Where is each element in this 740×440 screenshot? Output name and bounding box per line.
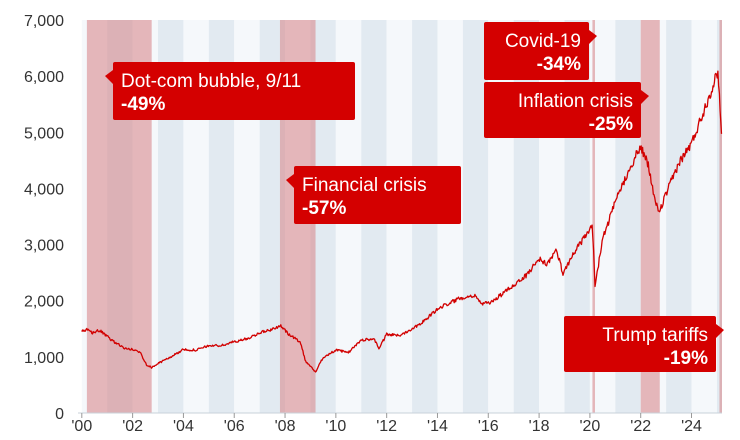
- x-axis-ticks: '00 '02 '04 '06 '08 '10 '12 '14 '16 '18 '20 '22 '24: [71, 413, 702, 435]
- crisis-annotation: Financial crisis-57%: [286, 166, 461, 224]
- annotation-title: Dot-com bubble, 9/11: [121, 71, 301, 92]
- annotation-title: Trump tariffs: [602, 325, 708, 346]
- x-tick-label: '18: [529, 418, 550, 435]
- annotation-box: [484, 22, 589, 80]
- x-tick-label: '22: [630, 418, 651, 435]
- annotation-pointer: [716, 324, 724, 338]
- annotation-title: Covid-19: [505, 31, 581, 52]
- annotation-box: [564, 316, 716, 372]
- x-tick-label: '06: [224, 418, 245, 435]
- annotation-pointer: [641, 90, 649, 104]
- crisis-annotation: Trump tariffs-19%: [564, 316, 724, 372]
- crisis-band: [640, 20, 660, 413]
- x-tick-label: '16: [478, 418, 499, 435]
- annotation-pointer: [286, 174, 294, 188]
- crisis-annotation: Dot-com bubble, 9/11-49%: [105, 62, 355, 120]
- x-tick-label: '00: [71, 418, 92, 435]
- annotation-value: -57%: [302, 198, 346, 219]
- annotation-title: Financial crisis: [302, 175, 427, 196]
- annotation-pointer: [105, 70, 113, 84]
- series-layer: [81, 70, 723, 373]
- crisis-band: [592, 20, 595, 413]
- annotation-box: [113, 62, 355, 120]
- annotation-value: -25%: [589, 114, 633, 135]
- y-tick-label: 2,000: [24, 294, 64, 311]
- y-tick-label: 6,000: [24, 69, 64, 86]
- y-tick-label: 7,000: [24, 13, 64, 30]
- x-tick-label: '04: [173, 418, 194, 435]
- annotation-title: Inflation crisis: [518, 91, 633, 112]
- x-tick-label: '24: [681, 418, 702, 435]
- crisis-annotation: Inflation crisis-25%: [484, 82, 649, 138]
- x-tick-label: '14: [427, 418, 448, 435]
- annotation-value: -19%: [664, 348, 708, 369]
- annotation-pointer: [589, 30, 597, 44]
- y-tick-label: 1,000: [24, 350, 64, 367]
- crisis-band: [719, 20, 722, 413]
- x-tick-label: '08: [275, 418, 296, 435]
- annotation-box: [484, 82, 641, 138]
- crisis-annotations: Dot-com bubble, 9/11-49% Financial crisis…: [105, 22, 724, 372]
- x-tick-label: '12: [376, 418, 397, 435]
- y-tick-label: 5,000: [24, 125, 64, 142]
- annotation-box: [294, 166, 461, 224]
- y-tick-label: 4,000: [24, 181, 64, 198]
- x-tick-label: '02: [122, 418, 143, 435]
- y-axis-ticks: 0 1,000 2,000 3,000 4,000 5,000 6,000 7,000: [24, 13, 64, 423]
- crisis-annotation: Covid-19-34%: [484, 22, 597, 80]
- annotation-value: -34%: [537, 54, 581, 75]
- series-line: [81, 70, 723, 373]
- x-tick-label: '10: [325, 418, 346, 435]
- y-tick-label: 3,000: [24, 238, 64, 255]
- y-tick-label: 0: [55, 406, 64, 423]
- x-tick-label: '20: [579, 418, 600, 435]
- annotation-value: -49%: [121, 94, 165, 115]
